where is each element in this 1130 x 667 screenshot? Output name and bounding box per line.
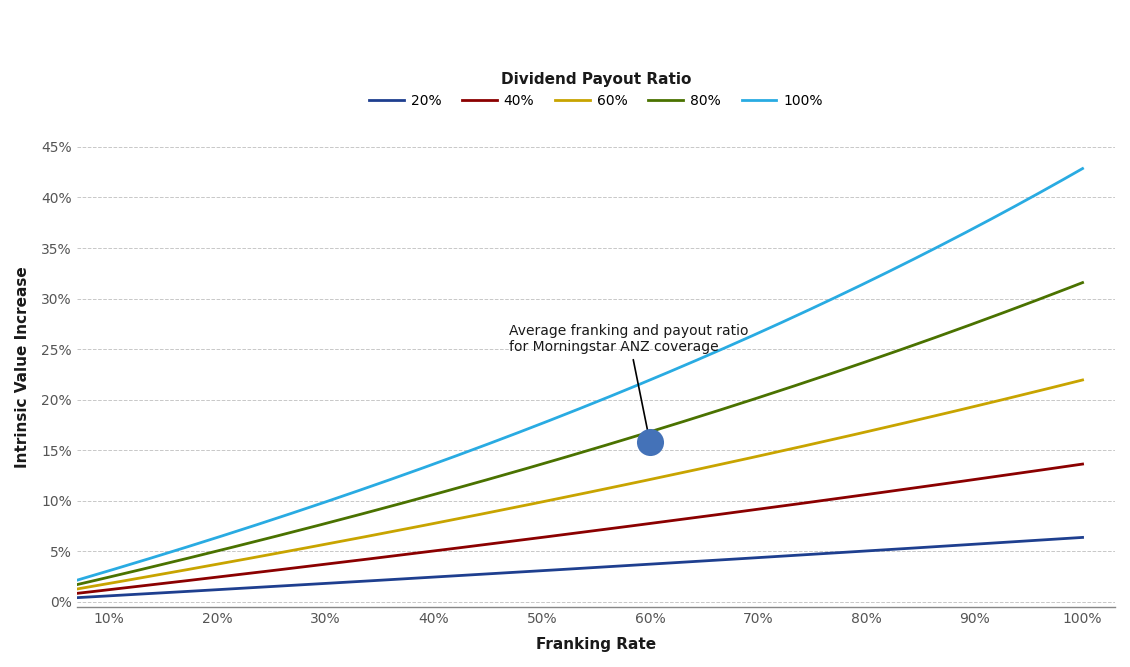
100%: [880, 268, 894, 276]
Text: Average franking and payout ratio
for Morningstar ANZ coverage: Average franking and payout ratio for Mo…: [510, 324, 749, 438]
60%: [580, 489, 593, 497]
100%: [507, 430, 521, 438]
Y-axis label: Intrinsic Value Increase: Intrinsic Value Increase: [15, 266, 31, 468]
40%: [880, 488, 894, 496]
40%: [1050, 464, 1063, 472]
100%: [0, 598, 8, 606]
20%: [638, 560, 652, 568]
20%: [880, 546, 894, 554]
60%: [514, 502, 528, 510]
100%: [1050, 179, 1063, 187]
20%: [580, 564, 593, 572]
100%: [514, 428, 528, 436]
60%: [638, 477, 652, 485]
60%: [1050, 382, 1063, 390]
80%: [514, 466, 528, 474]
Line: 80%: 80%: [1, 283, 1083, 602]
80%: [638, 430, 652, 438]
20%: [1050, 535, 1063, 543]
80%: [1076, 279, 1089, 287]
60%: [880, 423, 894, 431]
40%: [580, 528, 593, 536]
Legend: 20%, 40%, 60%, 80%, 100%: 20%, 40%, 60%, 80%, 100%: [364, 66, 828, 113]
Line: 100%: 100%: [1, 169, 1083, 602]
80%: [0, 598, 8, 606]
Point: [641, 437, 659, 448]
80%: [580, 447, 593, 455]
Line: 20%: 20%: [1, 538, 1083, 602]
100%: [580, 402, 593, 410]
20%: [0, 598, 8, 606]
80%: [507, 468, 521, 476]
20%: [507, 568, 521, 576]
40%: [514, 536, 528, 544]
80%: [880, 350, 894, 358]
X-axis label: Franking Rate: Franking Rate: [536, 637, 655, 652]
Line: 60%: 60%: [1, 380, 1083, 602]
60%: [0, 598, 8, 606]
20%: [1076, 534, 1089, 542]
60%: [507, 504, 521, 512]
40%: [507, 537, 521, 545]
Line: 40%: 40%: [1, 464, 1083, 602]
80%: [1050, 289, 1063, 297]
20%: [514, 568, 528, 576]
40%: [0, 598, 8, 606]
40%: [1076, 460, 1089, 468]
100%: [638, 378, 652, 386]
100%: [1076, 165, 1089, 173]
40%: [638, 520, 652, 528]
60%: [1076, 376, 1089, 384]
